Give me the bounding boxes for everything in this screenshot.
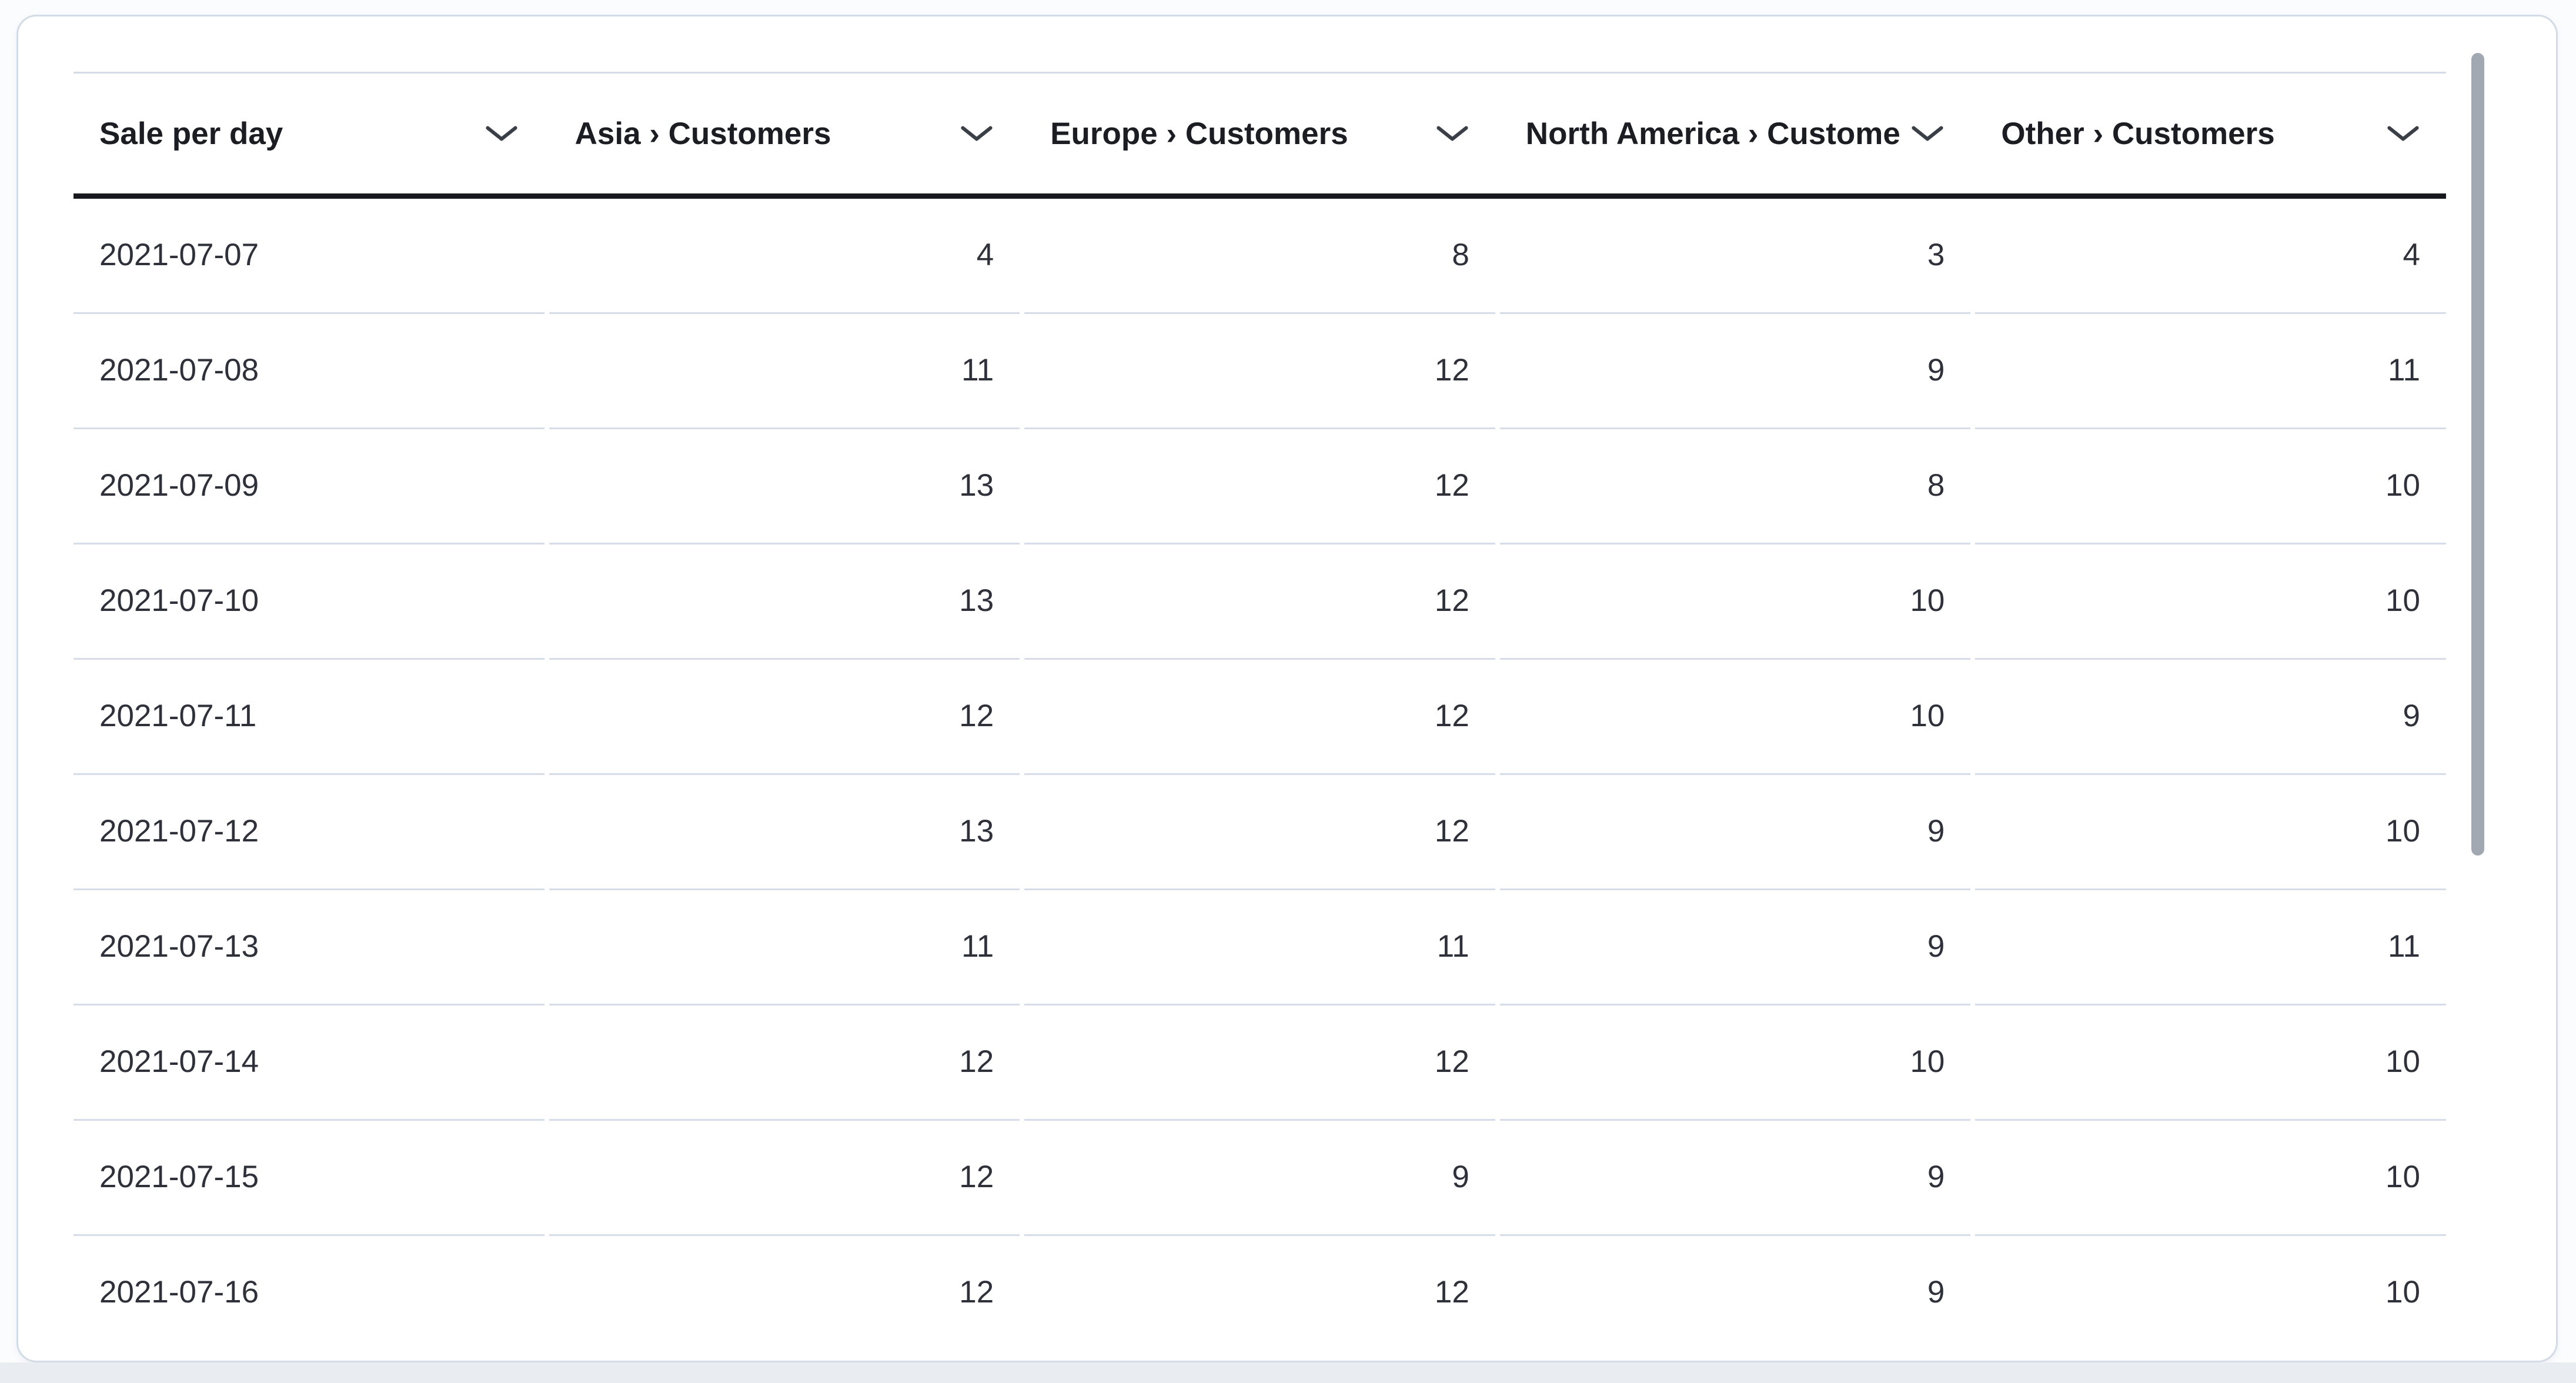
- column-header-asia[interactable]: Asia › Customers: [549, 74, 1020, 193]
- cell-other: 10: [1975, 1236, 2446, 1310]
- cell-other: 10: [1975, 1121, 2446, 1236]
- vertical-scrollbar-thumb[interactable]: [2471, 53, 2484, 856]
- cell-north_america: 9: [1499, 890, 1971, 1005]
- cell-europe: 12: [1024, 660, 1495, 775]
- cell-date: 2021-07-10: [73, 544, 544, 660]
- column-header-label: Asia › Customers: [574, 116, 831, 151]
- column-header-other[interactable]: Other › Customers: [1975, 74, 2446, 193]
- cell-other: 11: [1975, 890, 2446, 1005]
- cell-north_america: 10: [1499, 544, 1971, 660]
- column-header-north_america[interactable]: North America › Customers: [1500, 74, 1971, 193]
- cell-europe: 12: [1024, 429, 1495, 544]
- cell-europe: 12: [1024, 544, 1495, 660]
- cell-asia: 13: [549, 775, 1020, 890]
- chevron-down-icon[interactable]: [485, 124, 519, 143]
- page-bottom-band: [0, 1362, 2576, 1383]
- cell-date: 2021-07-11: [73, 660, 544, 775]
- cell-europe: 12: [1024, 775, 1495, 890]
- cell-asia: 12: [549, 660, 1020, 775]
- chevron-down-icon[interactable]: [1435, 124, 1469, 143]
- cell-north_america: 9: [1499, 775, 1971, 890]
- cell-date: 2021-07-12: [73, 775, 544, 890]
- cell-date: 2021-07-13: [73, 890, 544, 1005]
- cell-north_america: 10: [1499, 660, 1971, 775]
- cell-europe: 8: [1024, 199, 1495, 314]
- cell-north_america: 3: [1499, 199, 1971, 314]
- cell-asia: 11: [549, 314, 1020, 429]
- cell-asia: 12: [549, 1005, 1020, 1121]
- table-row: 2021-07-13 11 11 9 11: [73, 890, 2446, 1005]
- cell-north_america: 9: [1500, 1236, 1971, 1310]
- table-row: 2021-07-14 12 12 10 10: [73, 1005, 2446, 1121]
- column-header-label: Sale per day: [99, 116, 283, 151]
- column-header-europe[interactable]: Europe › Customers: [1024, 74, 1495, 193]
- chevron-down-icon[interactable]: [1910, 124, 1944, 143]
- cell-north_america: 9: [1499, 1121, 1971, 1236]
- cell-asia: 12: [549, 1121, 1020, 1236]
- cell-europe: 12: [1024, 1236, 1495, 1310]
- table-header-row: Sale per day Asia › Customers Europe › Cus…: [73, 72, 2446, 199]
- cell-other: 10: [1975, 775, 2446, 890]
- cell-other: 10: [1975, 1005, 2446, 1121]
- table-body-viewport: 2021-07-07 4 8 3 4 2021-07-08 11 12 9 11 2021-07-0…: [73, 199, 2446, 1310]
- column-header-date[interactable]: Sale per day: [73, 74, 544, 193]
- column-header-label: North America › Customers: [1525, 116, 1903, 151]
- table-row: 2021-07-07 4 8 3 4: [73, 199, 2446, 314]
- cell-asia: 13: [549, 544, 1020, 660]
- table-row: 2021-07-09 13 12 8 10: [73, 429, 2446, 544]
- cell-other: 9: [1975, 660, 2446, 775]
- cell-asia: 13: [549, 429, 1020, 544]
- cell-north_america: 8: [1499, 429, 1971, 544]
- column-header-label: Other › Customers: [2001, 116, 2275, 151]
- cell-europe: 11: [1024, 890, 1495, 1005]
- cell-date: 2021-07-08: [73, 314, 544, 429]
- table-row: 2021-07-11 12 12 10 9: [73, 660, 2446, 775]
- table-row: 2021-07-08 11 12 9 11: [73, 314, 2446, 429]
- cell-date: 2021-07-07: [73, 199, 544, 314]
- chevron-down-icon[interactable]: [960, 124, 994, 143]
- cell-asia: 4: [549, 199, 1020, 314]
- table-row: 2021-07-16 12 12 9 10: [73, 1236, 2446, 1310]
- cell-europe: 12: [1024, 314, 1495, 429]
- cell-other: 11: [1975, 314, 2446, 429]
- table-row: 2021-07-10 13 12 10 10: [73, 544, 2446, 660]
- cell-date: 2021-07-16: [73, 1236, 544, 1310]
- cell-date: 2021-07-09: [73, 429, 544, 544]
- cell-north_america: 9: [1499, 314, 1971, 429]
- cell-asia: 11: [549, 890, 1020, 1005]
- column-header-label: Europe › Customers: [1050, 116, 1348, 151]
- cell-europe: 12: [1024, 1005, 1495, 1121]
- table-row: 2021-07-15 12 9 9 10: [73, 1121, 2446, 1236]
- cell-asia: 12: [549, 1236, 1020, 1310]
- table-card: Sale per day Asia › Customers Europe › Cus…: [16, 15, 2558, 1362]
- chevron-down-icon[interactable]: [2386, 124, 2420, 143]
- cell-other: 10: [1975, 429, 2446, 544]
- cell-north_america: 10: [1499, 1005, 1971, 1121]
- table-row: 2021-07-12 13 12 9 10: [73, 775, 2446, 890]
- cell-date: 2021-07-15: [73, 1121, 544, 1236]
- cell-other: 10: [1975, 544, 2446, 660]
- cell-europe: 9: [1024, 1121, 1495, 1236]
- cell-other: 4: [1975, 199, 2446, 314]
- cell-date: 2021-07-14: [73, 1005, 544, 1121]
